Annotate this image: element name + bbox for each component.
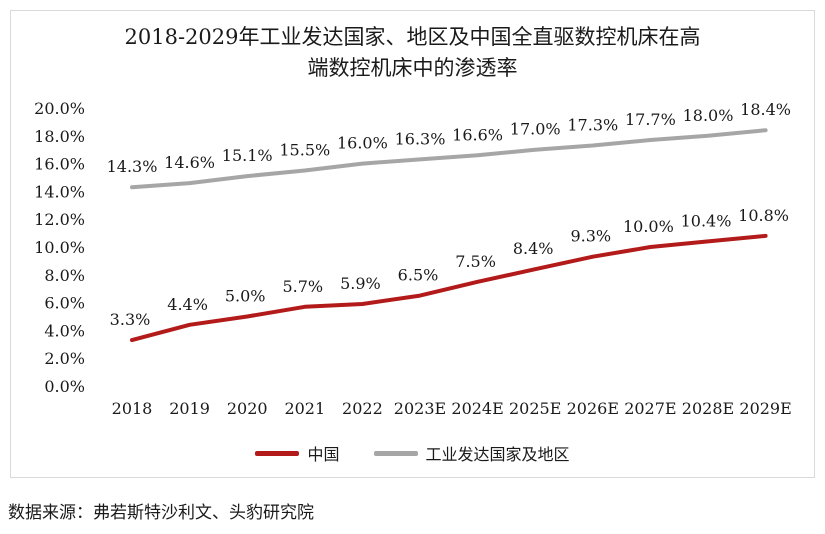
x-tick-label: 2025E [509, 399, 561, 418]
y-tick-label: 20.0% [34, 99, 85, 118]
legend-item-developed: 工业发达国家及地区 [373, 441, 570, 465]
chart-frame [10, 10, 815, 478]
x-tick-label: 2018 [112, 399, 153, 418]
y-tick-label: 8.0% [44, 266, 85, 285]
data-label-china: 3.3% [110, 310, 151, 329]
y-tick-label: 2.0% [44, 349, 85, 368]
data-label-china: 10.8% [738, 206, 789, 225]
x-tick-label: 2027E [624, 399, 676, 418]
data-label-developed: 16.3% [395, 129, 446, 148]
series-line-china [130, 233, 768, 343]
data-label-developed: 17.7% [625, 110, 676, 129]
series-line-developed [130, 128, 768, 190]
data-label-china: 10.0% [623, 217, 674, 236]
y-tick-label: 16.0% [34, 155, 85, 174]
data-label-china: 5.0% [225, 287, 266, 306]
legend-swatch-china [255, 450, 300, 456]
legend-swatch-developed [373, 450, 418, 456]
x-tick-label: 2022 [342, 399, 383, 418]
data-label-developed: 14.6% [164, 153, 215, 172]
data-label-china: 10.4% [681, 211, 732, 230]
data-label-developed: 18.0% [683, 106, 734, 125]
data-label-developed: 15.1% [222, 146, 273, 165]
legend: 中国 工业发达国家及地区 [0, 441, 825, 465]
data-labels: 3.3% 4.4% 5.0% 5.7% 5.9% 6.5% 7.5% 8.4% 9.3% 10.0… [107, 100, 791, 329]
source-note: 数据来源：弗若斯特沙利文、头豹研究院 [8, 503, 314, 523]
series-lines [130, 128, 768, 343]
data-label-china: 9.3% [570, 227, 611, 246]
data-label-china: 5.9% [340, 274, 381, 293]
y-tick-label: 10.0% [34, 238, 85, 257]
x-axis-ticks: 2018 2019 2020 2021 2022 2023E 2024E 2025E 2026E… [112, 399, 792, 418]
legend-label-china: 中国 [307, 445, 340, 464]
y-tick-label: 18.0% [34, 127, 85, 146]
y-tick-label: 14.0% [34, 182, 85, 201]
data-label-developed: 14.3% [107, 157, 158, 176]
data-label-developed: 17.3% [567, 116, 618, 135]
x-tick-label: 2019 [169, 399, 210, 418]
data-label-china: 4.4% [167, 295, 208, 314]
data-label-developed: 18.4% [740, 100, 791, 119]
y-tick-label: 4.0% [44, 321, 85, 340]
data-label-developed: 15.5% [279, 141, 330, 160]
x-tick-label: 2028E [682, 399, 734, 418]
chart-title-line1: 2018-2029年工业发达国家、地区及中国全直驱数控机床在高 [124, 25, 701, 49]
legend-label-developed: 工业发达国家及地区 [425, 445, 570, 464]
y-tick-label: 0.0% [44, 377, 85, 396]
x-tick-label: 2020 [227, 399, 268, 418]
y-tick-label: 6.0% [44, 294, 85, 313]
data-label-china: 5.7% [282, 277, 323, 296]
x-tick-label: 2026E [567, 399, 619, 418]
data-label-china: 6.5% [398, 266, 439, 285]
data-label-developed: 16.0% [337, 134, 388, 153]
x-tick-label: 2024E [451, 399, 503, 418]
data-label-developed: 16.6% [452, 125, 503, 144]
y-tick-label: 12.0% [34, 210, 85, 229]
data-label-china: 8.4% [513, 239, 554, 258]
y-axis-ticks: 0.0% 2.0% 4.0% 6.0% 8.0% 10.0% 12.0% 14.0% 16.0%… [34, 99, 85, 396]
data-label-developed: 17.0% [510, 120, 561, 139]
x-tick-label: 2029E [739, 399, 791, 418]
data-label-china: 7.5% [455, 252, 496, 271]
x-tick-label: 2023E [394, 399, 446, 418]
chart-title-line2: 端数控机床中的渗透率 [307, 56, 518, 80]
legend-item-china: 中国 [255, 441, 340, 465]
x-tick-label: 2021 [284, 399, 325, 418]
chart-title: 2018-2029年工业发达国家、地区及中国全直驱数控机床在高 端数控机床中的渗… [10, 22, 815, 84]
